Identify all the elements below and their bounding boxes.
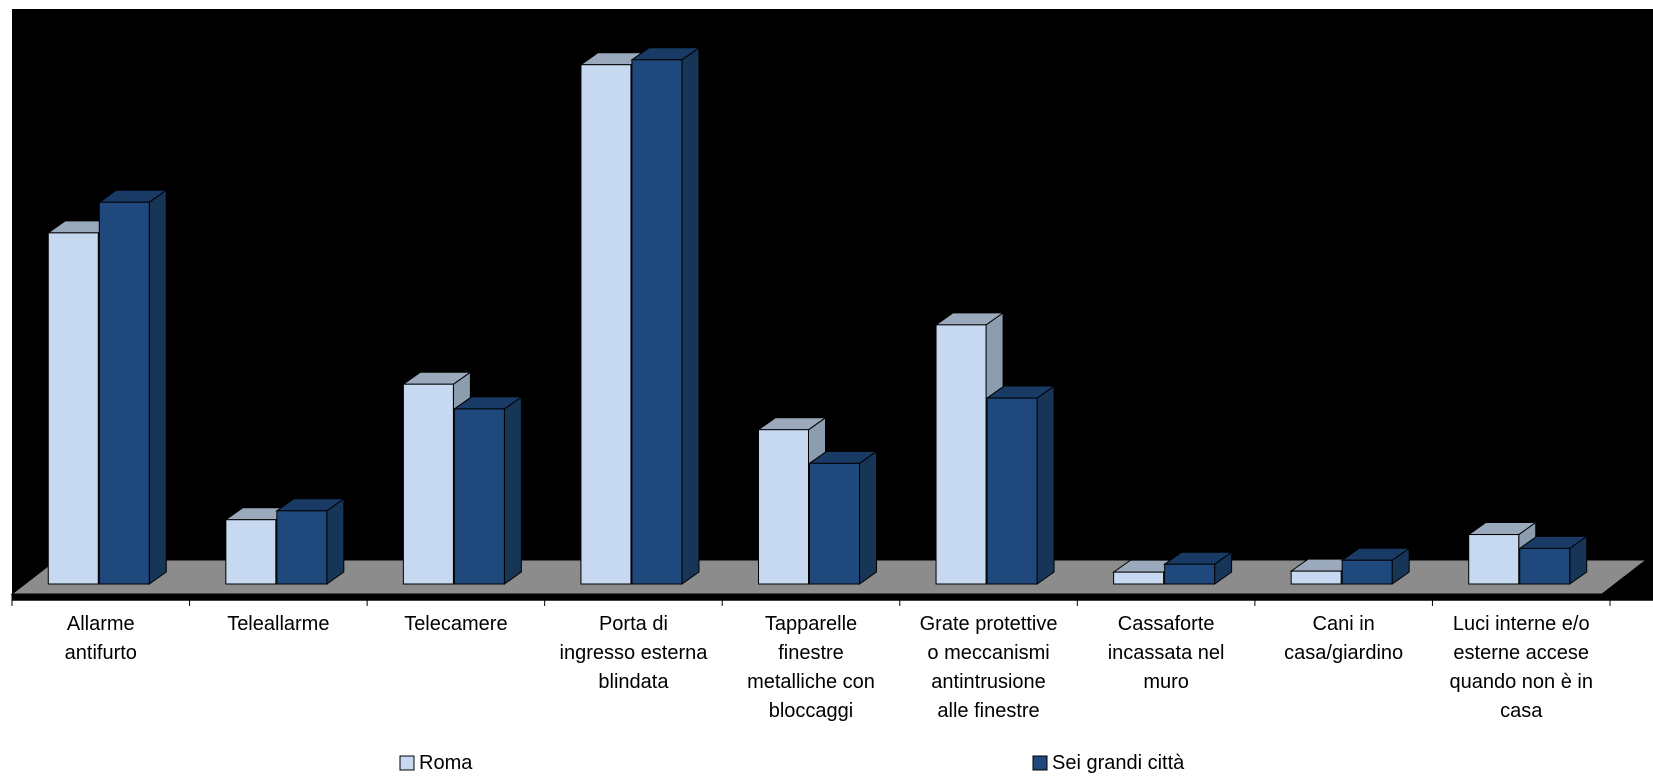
- x-tick-label-line: casa: [1500, 700, 1543, 722]
- legend-label: Roma: [419, 752, 473, 774]
- bar-front-face: [277, 511, 327, 584]
- bar-side-face: [149, 190, 166, 584]
- bar-side-face: [860, 451, 877, 584]
- x-tick-label-line: quando non è in: [1449, 671, 1592, 693]
- x-tick-label-line: bloccaggi: [769, 700, 854, 722]
- bar-front-face: [759, 430, 809, 584]
- x-tick-label: Grate protettive o meccanismi antintrusion…: [920, 613, 1058, 722]
- bar-front-face: [810, 463, 860, 584]
- x-tick-label-line: blindata: [598, 671, 669, 693]
- bar-front-face: [987, 398, 1037, 584]
- x-tick-label: Porta di ingresso esterna blindata: [560, 613, 709, 693]
- x-tick-label-line: Cassaforte: [1118, 613, 1215, 635]
- x-tick-label-line: antifurto: [65, 642, 137, 664]
- bar-front-face: [1469, 535, 1519, 584]
- x-tick-label-line: ingresso esterna: [560, 642, 709, 664]
- bar-front-face: [1165, 564, 1215, 584]
- x-tick-label: Allarme antifurto: [65, 613, 137, 664]
- bar-front-face: [403, 384, 453, 584]
- x-tick-label-line: Grate protettive: [920, 613, 1058, 635]
- x-tick-label: Cassaforte incassata nel muro: [1108, 613, 1225, 693]
- bar-sei-grandi-citta-2: [454, 397, 521, 584]
- bar-front-face: [581, 65, 631, 584]
- x-tick-label-line: casa/giardino: [1284, 642, 1403, 664]
- x-tick-label-line: Luci interne e/o: [1453, 613, 1590, 635]
- bar-side-face: [504, 397, 521, 584]
- legend-label: Sei grandi città: [1052, 752, 1185, 774]
- x-tick-label-line: antintrusione: [931, 671, 1046, 693]
- x-tick-label-line: alle finestre: [937, 700, 1039, 722]
- bar-sei-grandi-citta-4: [810, 451, 877, 584]
- bar-front-face: [48, 233, 98, 584]
- x-tick-label-line: metalliche con: [747, 671, 875, 693]
- x-tick-label: Cani in casa/giardino: [1284, 613, 1403, 664]
- bar-sei-grandi-citta-0: [99, 190, 166, 584]
- x-tick-label: Telecamere: [404, 613, 507, 635]
- bar-sei-grandi-citta-1: [277, 499, 344, 584]
- bar-front-face: [454, 409, 504, 584]
- x-tick-label-line: Allarme: [67, 613, 135, 635]
- bar-side-face: [327, 499, 344, 584]
- x-tick-label-line: incassata nel: [1108, 642, 1225, 664]
- bar-front-face: [1520, 548, 1570, 584]
- x-tick-label-line: Porta di: [599, 613, 668, 635]
- bar-front-face: [632, 60, 682, 584]
- x-tick-label: Teleallarme: [227, 613, 329, 635]
- legend-item-roma: Roma: [400, 752, 473, 774]
- bar-side-face: [682, 48, 699, 584]
- x-tick-labels: Allarme antifurto Teleallarme Telecamere Por…: [65, 613, 1593, 722]
- x-tick-label-line: Teleallarme: [227, 613, 329, 635]
- bar-front-face: [1342, 560, 1392, 584]
- legend-swatch: [1033, 756, 1047, 770]
- x-tick-label-line: Cani in: [1313, 613, 1375, 635]
- x-tick-label-line: Tapparelle: [765, 613, 857, 635]
- bar-sei-grandi-citta-8: [1520, 536, 1587, 584]
- x-tick-label-line: esterne accese: [1453, 642, 1589, 664]
- x-tick-label-line: Telecamere: [404, 613, 507, 635]
- bar-sei-grandi-citta-3: [632, 48, 699, 584]
- legend: Roma Sei grandi città: [400, 752, 1185, 774]
- legend-item-sei-grandi-citta: Sei grandi città: [1033, 752, 1185, 774]
- bar-sei-grandi-citta-6: [1165, 552, 1232, 584]
- x-tick-label-line: finestre: [778, 642, 844, 664]
- legend-swatch: [400, 756, 414, 770]
- bar-front-face: [99, 202, 149, 584]
- x-tick-label-line: muro: [1143, 671, 1189, 693]
- bar-side-face: [1037, 386, 1054, 584]
- x-tick-label: Luci interne e/o esterne accese quando non…: [1449, 613, 1592, 722]
- bar-front-face: [226, 520, 276, 584]
- bar-sei-grandi-citta-7: [1342, 548, 1409, 584]
- x-tick-label-line: o meccanismi: [927, 642, 1049, 664]
- x-tick-label: Tapparelle finestre metalliche con bloccagg…: [747, 613, 875, 722]
- bar-front-face: [1291, 571, 1341, 584]
- bar-front-face: [1114, 572, 1164, 584]
- bar-sei-grandi-citta-5: [987, 386, 1054, 584]
- bar-front-face: [936, 325, 986, 584]
